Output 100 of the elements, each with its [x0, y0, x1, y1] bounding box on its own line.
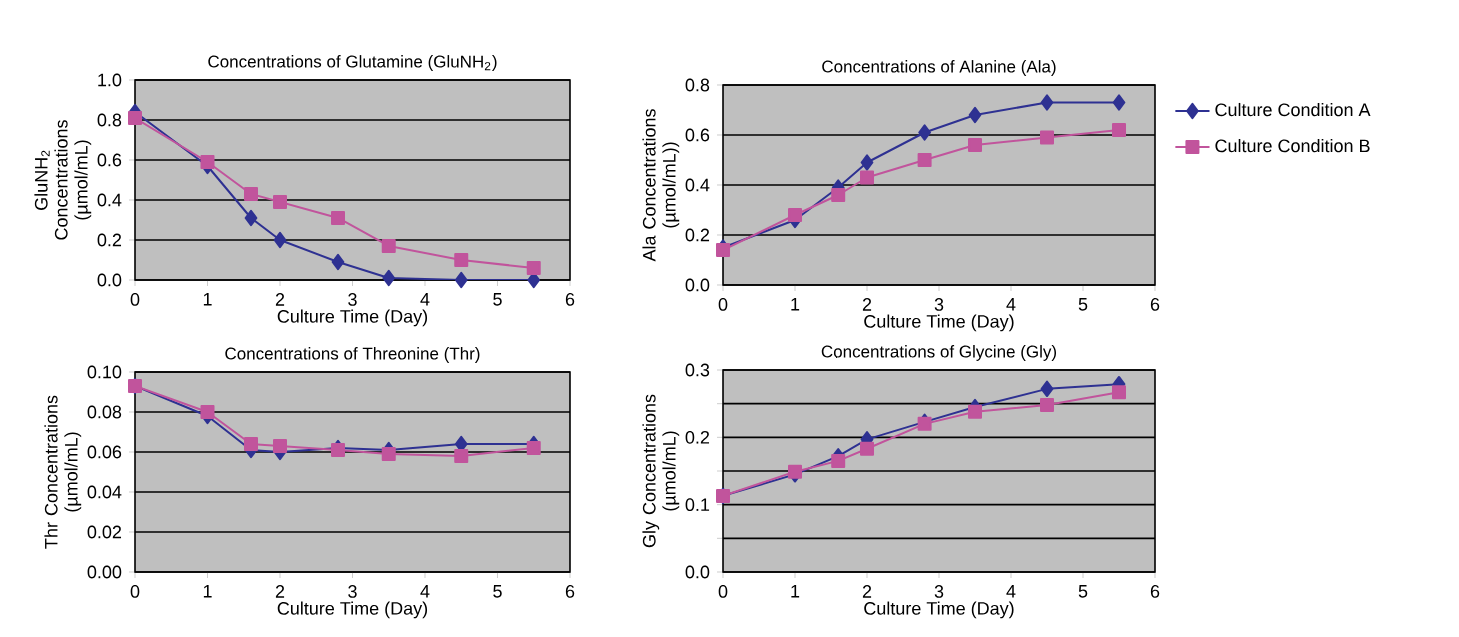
y-tick-label: 0.4 [685, 178, 710, 192]
x-tick-label: 0 [718, 298, 728, 311]
point [454, 271, 468, 289]
x-tick-label: 5 [1078, 298, 1088, 311]
point [273, 195, 287, 209]
y-tick-label: 0.3 [685, 363, 710, 377]
x-tick-label: 4 [420, 585, 430, 598]
x-tick-label: 6 [565, 585, 575, 598]
point [831, 188, 846, 202]
x-tick-label: 3 [348, 585, 357, 598]
point [382, 269, 396, 287]
point [454, 448, 469, 463]
chart-title: Concentrations of Glycine (Gly) [821, 345, 1057, 361]
y-tick-label: 0.2 [685, 228, 710, 242]
x-tick-label: 3 [348, 293, 357, 306]
point [244, 209, 258, 227]
x-tick-label: 5 [1078, 585, 1088, 598]
point [968, 106, 982, 124]
x-axis-title: Culture Time (Day) [864, 314, 1014, 332]
point [273, 439, 287, 453]
point [128, 111, 143, 125]
y-tick-label: 0.2 [685, 430, 710, 444]
point [331, 253, 345, 271]
y-tick-label: 0.04 [87, 485, 122, 499]
x-tick-label: 0 [130, 293, 140, 306]
x-tick-label: 6 [1150, 585, 1160, 598]
point [716, 243, 731, 257]
x-tick-label: 2 [275, 293, 285, 306]
point [788, 464, 803, 479]
y-tick-label: 0.8 [685, 78, 710, 92]
x-tick-label: 1 [791, 585, 800, 598]
x-tick-label: 5 [493, 585, 502, 598]
x-tick-label: 2 [862, 298, 872, 311]
x-tick-label: 2 [862, 585, 872, 598]
legend-label: Culture Condition B [1215, 138, 1370, 153]
y-tick-label: 0.0 [685, 278, 710, 292]
y-tick-label: 0.00 [87, 565, 122, 579]
y-tick-label: 0.2 [97, 233, 122, 247]
y-tick-label: 0.10 [87, 365, 122, 379]
x-tick-label: 1 [791, 298, 800, 311]
point [1040, 94, 1054, 111]
y-axis-title: Gly Concentrations (µmol/mL) [642, 394, 680, 548]
x-tick-label: 4 [420, 293, 430, 306]
point [860, 170, 875, 185]
point [200, 404, 215, 419]
point [526, 260, 541, 275]
y-tick-label: 0.1 [685, 498, 710, 512]
y-tick-label: 0.6 [685, 128, 710, 142]
point [860, 441, 875, 456]
x-tick-label: 1 [203, 585, 212, 598]
y-tick-label: 1.0 [98, 73, 122, 87]
point [1112, 122, 1126, 137]
x-tick-label: 3 [934, 298, 944, 311]
point [1040, 130, 1054, 145]
y-tick-label: 0.02 [87, 525, 122, 539]
x-tick-label: 0 [130, 585, 140, 598]
chart-title: Concentrations of Alanine (Ala) [822, 60, 1056, 76]
point [381, 239, 396, 253]
point [788, 208, 803, 222]
x-tick-label: 0 [718, 585, 728, 598]
point [1112, 94, 1126, 111]
x-tick-label: 3 [934, 585, 944, 598]
x-tick-label: 6 [565, 293, 575, 306]
legend-label: Culture Condition A [1215, 102, 1371, 117]
point [381, 446, 396, 461]
x-tick-label: 4 [1006, 298, 1016, 311]
y-tick-label: 0.8 [97, 113, 122, 127]
chart-title: Concentrations of Glutamine (GluNH$_{2}$) [208, 55, 497, 71]
point [273, 231, 287, 249]
point [860, 154, 874, 171]
point [1040, 380, 1054, 398]
point [968, 138, 983, 152]
point [454, 253, 469, 267]
y-tick-label: 0.0 [97, 273, 122, 287]
point [917, 153, 932, 167]
point [200, 155, 215, 169]
point [526, 441, 541, 455]
y-tick-label: 0.08 [87, 405, 122, 419]
point [918, 124, 931, 141]
x-tick-label: 6 [1150, 298, 1160, 311]
y-axis-title: Thr Concentrations (µmol/mL) [44, 395, 82, 549]
chart-title: Concentrations of Threonine (Thr) [225, 347, 480, 363]
x-tick-label: 4 [1006, 585, 1016, 598]
x-tick-label: 2 [275, 585, 285, 598]
y-tick-label: 0.0 [685, 565, 710, 579]
y-axis-title: GluNH$_{2}$ Concentrations (µmol/mL) [34, 120, 92, 240]
point [244, 437, 258, 451]
x-tick-label: 1 [203, 293, 212, 306]
y-tick-label: 0.06 [87, 445, 122, 459]
point [831, 453, 846, 468]
x-tick-label: 5 [493, 293, 502, 306]
point [244, 186, 258, 201]
x-axis-title: Culture Time (Day) [277, 309, 428, 327]
y-axis-title: Ala Concentrations (µmol/mL)) [642, 109, 680, 262]
point [1112, 385, 1126, 400]
y-tick-label: 0.6 [97, 153, 122, 167]
x-axis-title: Culture Time (Day) [864, 601, 1014, 619]
point [331, 211, 345, 225]
x-axis-title: Culture Time (Day) [277, 601, 428, 619]
point [1040, 398, 1054, 413]
